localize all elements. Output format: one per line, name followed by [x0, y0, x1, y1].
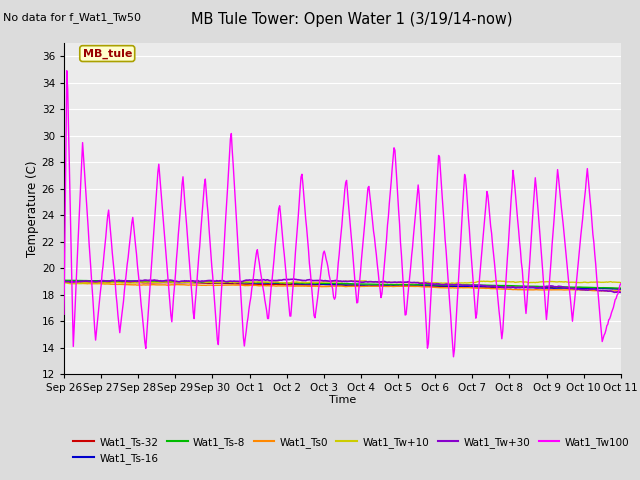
Text: MB_tule: MB_tule [83, 48, 132, 59]
Legend: Wat1_Ts-32, Wat1_Ts-16, Wat1_Ts-8, Wat1_Ts0, Wat1_Tw+10, Wat1_Tw+30, Wat1_Tw100: Wat1_Ts-32, Wat1_Ts-16, Wat1_Ts-8, Wat1_… [69, 432, 634, 468]
Y-axis label: Temperature (C): Temperature (C) [26, 160, 39, 257]
Text: MB Tule Tower: Open Water 1 (3/19/14-now): MB Tule Tower: Open Water 1 (3/19/14-now… [191, 12, 513, 27]
X-axis label: Time: Time [329, 395, 356, 405]
Text: No data for f_Wat1_Tw50: No data for f_Wat1_Tw50 [3, 12, 141, 23]
